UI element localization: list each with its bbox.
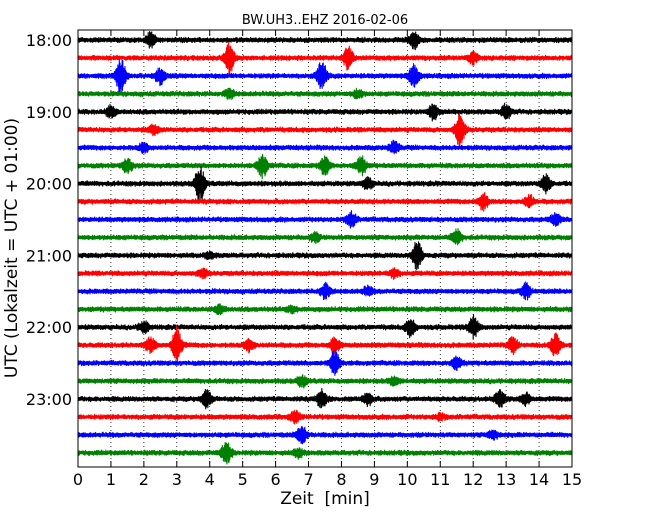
x-tick-label: 9	[369, 470, 379, 489]
x-tick-label: 11	[430, 470, 450, 489]
seismic-trace	[77, 441, 573, 465]
seismic-trace	[77, 165, 573, 201]
seismic-trace	[77, 102, 573, 122]
seismic-trace	[77, 139, 573, 155]
seismic-trace	[77, 303, 573, 316]
y-axis: 18:00 19:00 20:00 21:00 22:00 23:00	[26, 31, 572, 409]
x-tick-label: 10	[397, 470, 417, 489]
x-axis: 0 1 2 3 4 5 6 7 8 9 10 11 12 13 14 15	[73, 30, 582, 489]
seismic-trace	[77, 409, 573, 425]
seismic-trace	[77, 210, 573, 229]
y-tick-label: 18:00	[26, 31, 72, 50]
x-tick-label: 4	[205, 470, 215, 489]
y-tick-label: 20:00	[26, 175, 72, 194]
seismic-trace	[77, 153, 573, 180]
y-tick-label: 21:00	[26, 246, 72, 265]
seismic-trace	[77, 281, 573, 301]
chart-title: BW.UH3..EHZ 2016-02-06	[242, 13, 408, 28]
x-tick-label: 3	[172, 470, 182, 489]
seismic-trace	[77, 192, 573, 212]
y-tick-label: 22:00	[26, 318, 72, 337]
x-axis-label: Zeit [min]	[280, 489, 370, 509]
x-tick-label: 5	[238, 470, 248, 489]
x-tick-label: 0	[73, 470, 83, 489]
x-tick-label: 1	[106, 470, 116, 489]
x-tick-label: 13	[496, 470, 516, 489]
seismic-trace	[77, 227, 573, 246]
y-tick-label: 23:00	[26, 390, 72, 409]
plot-frame	[77, 29, 573, 468]
seismic-trace	[77, 325, 573, 364]
seismic-trace	[77, 87, 573, 100]
seismic-trace	[77, 425, 573, 445]
x-tick-label: 15	[562, 470, 582, 489]
x-tick-label: 6	[271, 470, 281, 489]
seismic-trace	[77, 267, 573, 280]
seismic-trace	[77, 59, 573, 94]
seismic-trace	[77, 112, 573, 146]
seismic-trace	[77, 314, 573, 340]
x-tick-label: 8	[336, 470, 346, 489]
x-tick-label: 7	[303, 470, 313, 489]
seismic-trace	[77, 387, 573, 410]
y-axis-label: UTC (Lokalzeit = UTC + 01:00)	[2, 118, 22, 378]
seismic-trace	[77, 374, 573, 389]
x-tick-label: 2	[139, 470, 149, 489]
x-tick-label: 12	[463, 470, 483, 489]
seismic-trace	[77, 30, 573, 51]
trace-group	[77, 30, 573, 465]
grid-lines	[110, 30, 540, 467]
y-tick-label: 19:00	[26, 103, 72, 122]
x-tick-label: 14	[529, 470, 549, 489]
seismic-trace	[77, 349, 573, 376]
seismic-trace	[77, 41, 573, 75]
seismic-trace	[77, 241, 573, 271]
